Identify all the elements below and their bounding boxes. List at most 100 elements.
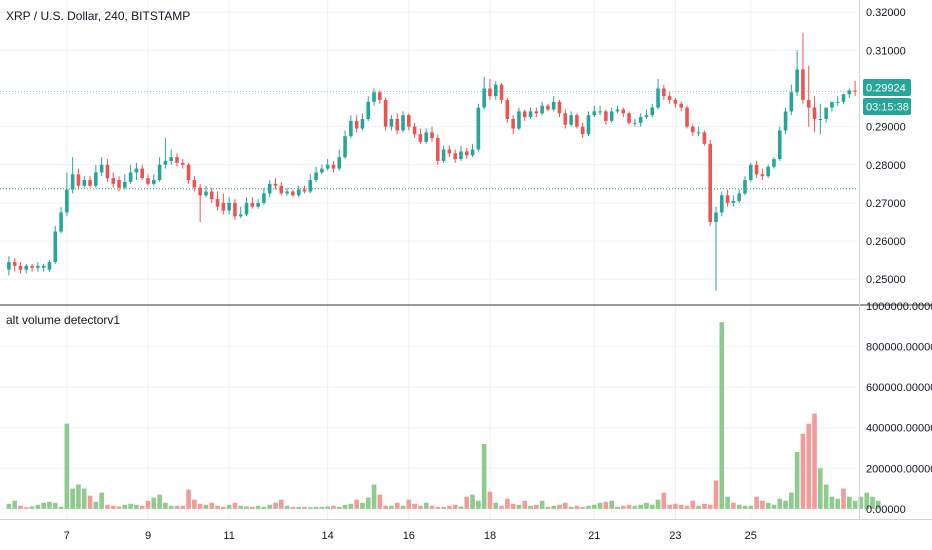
volume-bar [707,504,713,509]
candle-body [517,111,521,129]
candle-body [47,262,52,270]
volume-bar [620,505,626,509]
candle-body [378,92,382,100]
candle-body [743,180,747,194]
candle-body [511,119,515,129]
candle-body [343,136,347,158]
candle-body [291,191,295,196]
volume-bar [760,500,765,509]
candle-body [650,107,655,116]
candle-body [754,164,759,175]
candle-body [82,180,87,186]
candle-body [801,69,805,100]
volume-bar [655,499,661,509]
volume-bar [812,413,817,509]
candle-body [296,189,301,196]
volume-bar [597,502,603,509]
time-axis[interactable]: 7 9 11 14 16 18 21 23 25 [64,530,757,542]
candle-body [691,126,695,133]
volume-bar [719,322,725,509]
candle-body [250,202,255,207]
volume-bar [603,501,609,509]
volume-bar [145,500,151,509]
candle-body [557,101,562,114]
date-tick-label: 9 [145,530,151,542]
candle-body [88,180,92,186]
volume-bar [545,506,551,509]
volume-bar [574,505,580,509]
candle-body [354,120,359,129]
volume-bar [186,489,191,509]
volume-bar [777,498,783,509]
volume-bar [29,506,35,509]
volume-bar [163,502,168,509]
volume-bar [644,502,649,509]
volume-bar [99,492,104,509]
volume-bar [93,501,99,509]
volume-bar [319,506,325,509]
volume-bar [493,502,499,509]
volume-bar [76,484,81,509]
candle-body [140,168,145,179]
volume-bar [875,500,881,509]
volume-bar [858,496,864,509]
volume-bar [481,443,487,509]
volume-bar [12,500,18,509]
volume-bar [800,433,806,509]
candle-body [806,99,811,108]
candle-body [111,178,116,184]
candle-body [221,202,226,211]
candle-body [94,172,98,186]
candle-body [656,88,660,108]
reference-line-layer [0,90,858,190]
volume-bar [794,452,800,509]
volume-bar [487,491,493,509]
candle-body [644,115,649,118]
volume-bar [273,502,278,509]
volume-bar [829,496,835,509]
symbol-title[interactable]: XRP / U.S. Dollar, 240, BITSTAMP [6,9,190,23]
volume-bar [476,500,481,509]
candle-body [459,151,463,160]
candle-body [633,122,637,124]
volume-bar [336,506,342,509]
volume-bar [134,504,139,509]
candles [7,33,857,291]
candle-body [464,151,469,156]
volume-bar [365,497,371,509]
volume-bar [128,503,133,509]
candle-body [447,149,452,154]
volume-axis[interactable]: 1000000.00000 800000.00000 600000.00000 400… [866,301,932,516]
volume-bar [562,502,568,509]
price-tick-label: 0.29000 [866,122,906,134]
volume-bar [267,504,273,509]
volume-bar [255,505,261,509]
volume-bar [586,505,591,509]
candle-body [198,187,202,196]
volume-bar [302,506,307,509]
volume-bar [725,496,730,509]
price-axis[interactable]: 0.32000 0.31000 0.29000 0.28000 0.27000 0.260… [866,7,906,286]
candle-body [708,143,713,222]
volume-bar [226,504,232,509]
volume-bar [261,506,267,509]
volume-bar [823,484,829,509]
candle-body [638,117,643,123]
indicator-title[interactable]: alt volume detectorv1 [6,313,120,327]
volume-bar [568,506,574,509]
candle-body [493,84,498,97]
candle-body [847,90,852,95]
candle-body [760,174,765,177]
volume-bar [296,506,302,509]
candle-body [470,149,475,156]
date-tick-label: 14 [322,530,334,542]
volume-bar [852,500,858,509]
volume-bar [499,505,504,509]
volume-bar [331,505,336,509]
price-tick-label: 0.31000 [866,45,906,57]
volume-bar [464,496,470,509]
price-tick-label: 0.32000 [866,7,906,19]
candle-body [204,191,208,196]
volume-bar [615,506,620,509]
